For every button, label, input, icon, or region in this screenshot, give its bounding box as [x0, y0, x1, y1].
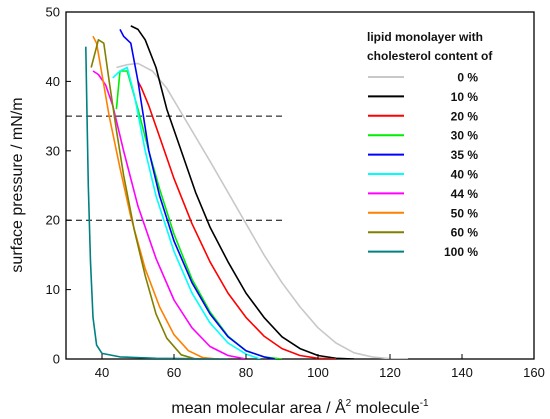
series-group — [85, 25, 409, 359]
y-tick-label: 10 — [46, 282, 60, 297]
series-line — [90, 38, 196, 359]
x-tick-label: 160 — [523, 365, 545, 380]
y-tick-label: 0 — [53, 352, 60, 367]
y-tick-label: 30 — [46, 143, 60, 158]
y-tick-label: 40 — [46, 74, 60, 89]
legend-entry-label: 40 % — [451, 168, 479, 182]
y-tick-label: 50 — [46, 5, 60, 20]
legend-entry-label: 60 % — [451, 226, 479, 240]
series-line — [130, 25, 355, 359]
legend-entry-label: 44 % — [451, 187, 479, 201]
legend-entry-label: 50 % — [451, 206, 479, 220]
series-line — [119, 29, 275, 359]
legend-title-line2: cholesterol content of — [367, 49, 493, 63]
axis-ticks: 40 60 80 100 120 140 160 0 10 20 30 40 50 — [46, 5, 545, 381]
series-line — [85, 46, 229, 359]
series-line — [92, 70, 247, 359]
x-tick-label: 140 — [451, 365, 473, 380]
x-axis-label-tail: molecule — [351, 400, 420, 417]
series-line — [137, 81, 337, 359]
legend-entry-label: 30 % — [451, 129, 479, 143]
series-line — [112, 66, 261, 359]
x-axis-label-main: mean molecular area / Å — [171, 398, 346, 417]
plot-frame — [65, 11, 535, 360]
legend-entry-label: 0 % — [457, 71, 478, 85]
legend-entry-label: 10 % — [451, 90, 479, 104]
legend: lipid monolayer with cholesterol content… — [367, 30, 493, 259]
legend-entry-label: 100 % — [444, 245, 478, 259]
series-line — [116, 62, 409, 359]
x-tick-label: 100 — [307, 365, 329, 380]
x-axis-label-sup1: 2 — [346, 398, 352, 409]
x-axis-label: mean molecular area / Å2 molecule-1 — [171, 398, 429, 417]
legend-entry-label: 35 % — [451, 148, 479, 162]
y-axis-label: surface pressure / mN/m — [9, 97, 26, 272]
legend-title-line1: lipid monolayer with — [367, 30, 483, 44]
x-tick-label: 60 — [167, 365, 181, 380]
y-tick-label: 20 — [46, 213, 60, 228]
legend-entry-label: 20 % — [451, 109, 479, 123]
x-tick-label: 120 — [379, 365, 401, 380]
x-tick-label: 40 — [95, 365, 109, 380]
x-axis-label-sup2: -1 — [420, 398, 429, 409]
reference-lines — [66, 115, 286, 221]
x-tick-label: 80 — [239, 365, 253, 380]
